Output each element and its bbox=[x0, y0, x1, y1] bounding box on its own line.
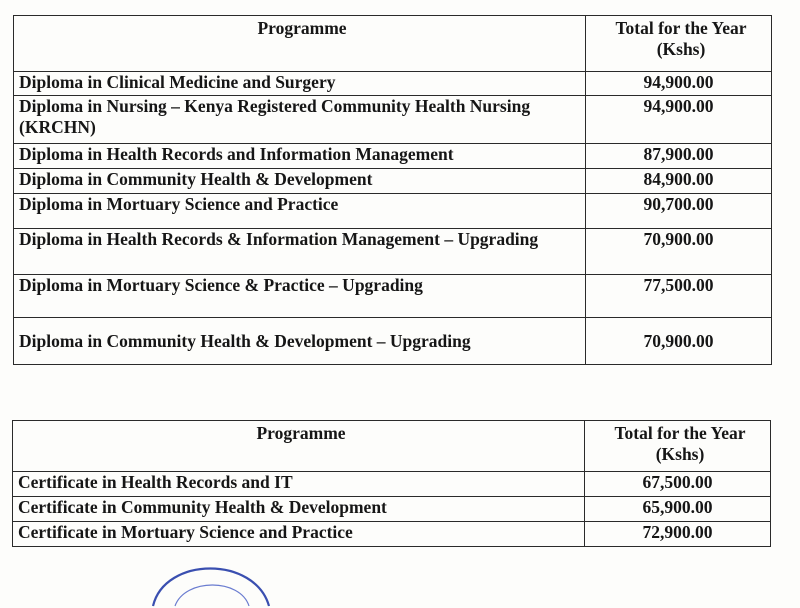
table-row: Diploma in Health Records and Informatio… bbox=[13, 143, 772, 169]
header-programme: Programme bbox=[13, 15, 586, 72]
programme-total: 77,500.00 bbox=[585, 274, 772, 318]
table-header-row: Programme Total for the Year (Kshs) bbox=[12, 420, 771, 472]
certificate-fees-table: Programme Total for the Year (Kshs) Cert… bbox=[12, 420, 771, 547]
programme-name: Diploma in Health Records and Informatio… bbox=[13, 143, 586, 169]
programme-name: Diploma in Mortuary Science & Practice –… bbox=[13, 274, 586, 318]
table-row: Certificate in Health Records and IT 67,… bbox=[12, 471, 771, 497]
programme-name: Diploma in Nursing – Kenya Registered Co… bbox=[13, 95, 586, 144]
programme-name: Diploma in Mortuary Science and Practice bbox=[13, 193, 586, 229]
header-total: Total for the Year (Kshs) bbox=[584, 420, 771, 472]
programme-total: 84,900.00 bbox=[585, 168, 772, 194]
header-total-line1: Total for the Year bbox=[615, 18, 747, 38]
programme-total: 94,900.00 bbox=[585, 95, 772, 144]
table-row: Diploma in Community Health & Developmen… bbox=[13, 317, 772, 365]
programme-total: 70,900.00 bbox=[585, 228, 772, 275]
header-total-line2: (Kshs) bbox=[655, 444, 705, 464]
programme-total: 70,900.00 bbox=[585, 317, 772, 365]
table-row: Diploma in Community Health & Developmen… bbox=[13, 168, 772, 194]
programme-total: 72,900.00 bbox=[584, 521, 771, 547]
header-programme: Programme bbox=[12, 420, 585, 472]
programme-name: Certificate in Mortuary Science and Prac… bbox=[12, 521, 585, 547]
table-row: Diploma in Nursing – Kenya Registered Co… bbox=[13, 95, 772, 144]
table-row: Diploma in Health Records & Information … bbox=[13, 228, 772, 275]
programme-total: 87,900.00 bbox=[585, 143, 772, 169]
table-row: Diploma in Mortuary Science & Practice –… bbox=[13, 274, 772, 318]
programme-name: Diploma in Clinical Medicine and Surgery bbox=[13, 71, 586, 96]
programme-name: Diploma in Community Health & Developmen… bbox=[13, 317, 586, 365]
table-row: Certificate in Mortuary Science and Prac… bbox=[12, 521, 771, 547]
table-row: Certificate in Community Health & Develo… bbox=[12, 496, 771, 522]
table-row: Diploma in Clinical Medicine and Surgery… bbox=[13, 71, 772, 96]
programme-total: 94,900.00 bbox=[585, 71, 772, 96]
programme-total: 65,900.00 bbox=[584, 496, 771, 522]
programme-total: 90,700.00 bbox=[585, 193, 772, 229]
stamp-mark bbox=[151, 567, 271, 607]
header-total: Total for the Year (Kshs) bbox=[585, 15, 772, 72]
table-row: Diploma in Mortuary Science and Practice… bbox=[13, 193, 772, 229]
programme-name: Certificate in Community Health & Develo… bbox=[12, 496, 585, 522]
header-total-line1: Total for the Year bbox=[614, 423, 746, 443]
programme-total: 67,500.00 bbox=[584, 471, 771, 497]
programme-name: Diploma in Health Records & Information … bbox=[13, 228, 586, 275]
programme-name: Certificate in Health Records and IT bbox=[12, 471, 585, 497]
diploma-fees-table: Programme Total for the Year (Kshs) Dipl… bbox=[13, 15, 772, 365]
programme-name: Diploma in Community Health & Developmen… bbox=[13, 168, 586, 194]
header-total-line2: (Kshs) bbox=[656, 39, 706, 59]
table-header-row: Programme Total for the Year (Kshs) bbox=[13, 15, 772, 72]
